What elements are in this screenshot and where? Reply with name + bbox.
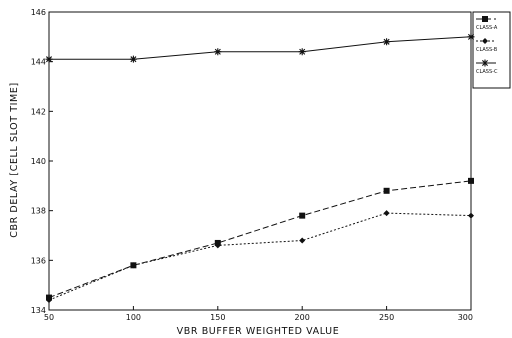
data-point-class-c (214, 48, 222, 56)
data-point-class-b (130, 262, 137, 269)
legend-label-class-c: CLASS-C (476, 69, 498, 75)
x-tick-label: 150 (210, 313, 225, 322)
data-point-class-b (46, 297, 52, 304)
data-point-class-b (468, 212, 474, 219)
series-class-c (45, 33, 475, 63)
y-tick-label: 136 (31, 256, 46, 265)
data-point-class-c (383, 38, 391, 46)
data-point-class-b (214, 242, 221, 249)
data-point-class-c (467, 33, 475, 41)
x-tick-label: 300 (458, 313, 473, 322)
legend-marker-class-c (481, 59, 489, 67)
data-point-class-c (129, 55, 137, 63)
series-class-b (46, 210, 474, 304)
series-line-class-c (49, 36, 472, 60)
plot-area-frame (48, 11, 472, 311)
series-line-class-b (48, 212, 472, 301)
x-tick-label: 100 (126, 313, 141, 322)
series-line-class-a (48, 180, 472, 299)
y-tick-label: 134 (31, 306, 46, 315)
legend-entry-class-c: CLASS-C (476, 59, 498, 75)
y-tick-layer: 134 136 138 140 142 144 146 (31, 8, 53, 315)
legend-marker-class-a (482, 16, 488, 22)
x-tick-label: 50 (44, 313, 54, 322)
legend-box (472, 11, 511, 89)
series-class-a (46, 177, 474, 301)
y-tick-label: 144 (31, 58, 46, 67)
legend-entry-class-a: CLASS-A (476, 16, 498, 31)
legend-label-class-a: CLASS-A (476, 25, 498, 31)
data-point-class-a (299, 212, 306, 219)
y-tick-label: 140 (31, 157, 46, 166)
series-layer (45, 33, 475, 304)
legend-entry-class-b: CLASS-B (476, 38, 498, 53)
legend-entries: CLASS-A CLASS-B CLASS-C (476, 16, 498, 75)
data-point-class-c (45, 55, 53, 63)
y-tick-label: 146 (31, 8, 46, 17)
x-tick-layer: 50 100 150 200 250 300 (44, 306, 473, 322)
data-point-class-a (468, 177, 474, 184)
y-axis-title: CBR DELAY [CELL SLOT TIME] (9, 82, 20, 238)
x-axis-title: VBR BUFFER WEIGHTED VALUE (177, 326, 340, 337)
data-point-class-b (299, 237, 306, 244)
legend-marker-class-b (482, 38, 488, 44)
data-point-class-a (383, 187, 390, 194)
legend: CLASS-A CLASS-B CLASS-C (472, 11, 511, 89)
y-tick-label: 142 (31, 107, 46, 116)
data-point-class-b (383, 210, 390, 217)
y-tick-label: 138 (31, 207, 46, 216)
data-point-class-c (298, 48, 306, 56)
x-tick-label: 250 (379, 313, 394, 322)
legend-label-class-b: CLASS-B (476, 47, 498, 53)
x-tick-label: 200 (295, 313, 310, 322)
